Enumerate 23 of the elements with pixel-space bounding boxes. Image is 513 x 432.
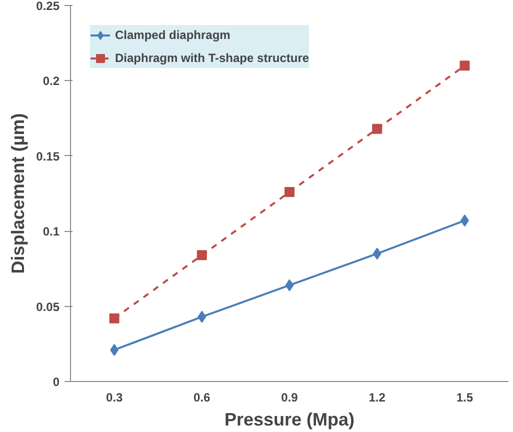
x-tick-label: 1.2 xyxy=(368,390,386,404)
x-axis-title: Pressure (Mpa) xyxy=(224,410,355,430)
y-tick-label: 0 xyxy=(52,375,60,389)
point xyxy=(284,186,294,197)
y-tick-label: 0.2 xyxy=(42,74,60,88)
x-tick-label: 0.9 xyxy=(281,390,298,404)
y-tick-label: 0.05 xyxy=(36,300,60,314)
x-tick-label: 0.3 xyxy=(106,390,123,404)
y-tick-label: 0.1 xyxy=(42,224,60,239)
point xyxy=(372,124,382,134)
y-tick-label: 0.25 xyxy=(36,0,60,13)
legend-label: Clamped diaphragm xyxy=(115,28,230,42)
x-tick-label: 0.6 xyxy=(194,390,211,404)
point xyxy=(285,279,294,292)
point xyxy=(198,310,206,323)
y-axis-title: Displacement (µm) xyxy=(8,113,28,274)
legend-label: Diaphragm with T-shape structure xyxy=(115,51,310,65)
point xyxy=(196,250,207,260)
y-tick-label: 0.15 xyxy=(36,149,60,164)
x-tick-label: 1.5 xyxy=(456,390,474,404)
point xyxy=(109,313,120,324)
point xyxy=(372,248,382,260)
point xyxy=(460,60,470,71)
